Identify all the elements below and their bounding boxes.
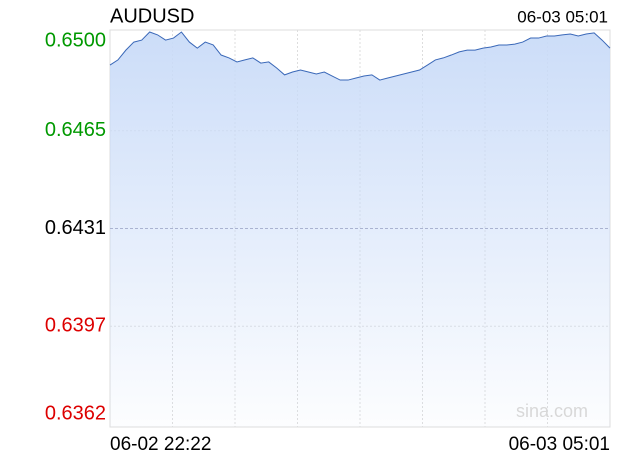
area-fill: [110, 32, 610, 427]
y-tick-label: 0.6397: [45, 315, 106, 337]
last-time: 06-03 05:01: [517, 7, 608, 26]
y-tick-label: 0.6362: [45, 402, 106, 424]
chart-title: AUDUSD: [110, 5, 194, 27]
y-tick-label: 0.6431: [45, 217, 106, 239]
x-tick-label: 06-03 05:01: [509, 434, 610, 455]
plot-area: 0.6362 0.6397 0.6431 0.6465 0.6500 06-02 22:2…: [45, 29, 611, 455]
y-tick-label: 0.6465: [45, 119, 106, 141]
y-tick-label: 0.6500: [45, 29, 106, 51]
watermark: sina.com: [516, 401, 588, 421]
price-line: [109, 31, 611, 81]
x-tick-label: 06-02 22:22: [110, 434, 211, 455]
